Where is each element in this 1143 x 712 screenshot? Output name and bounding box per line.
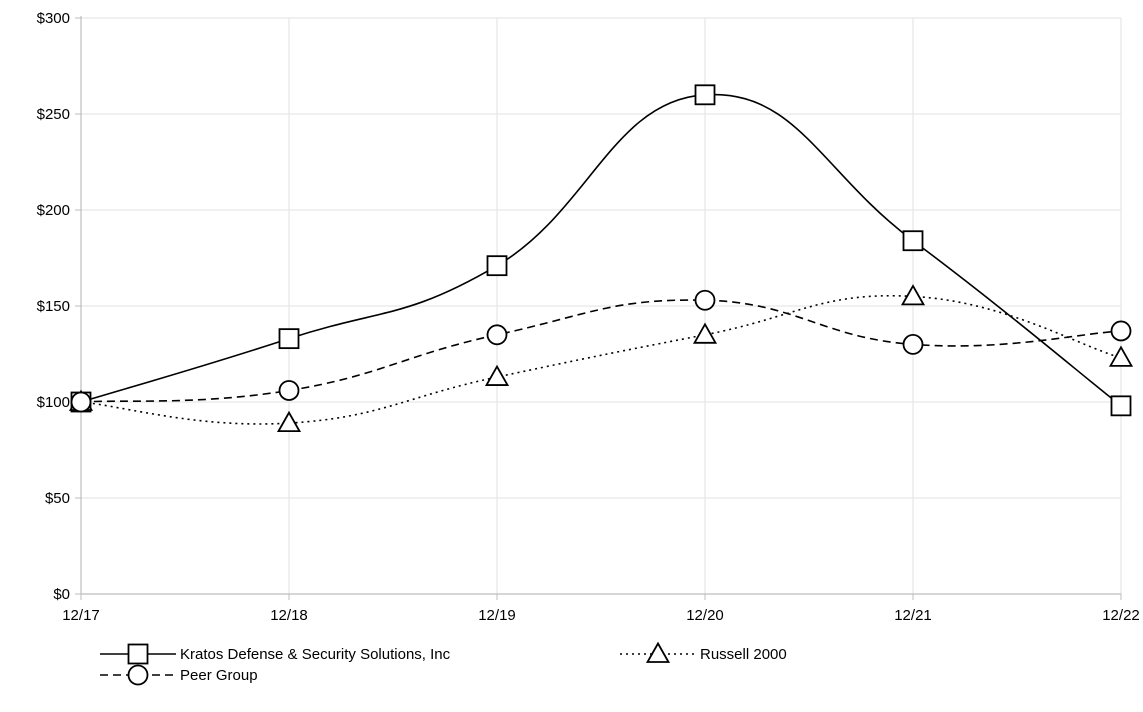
data-point-square bbox=[902, 230, 924, 252]
series-markers bbox=[68, 84, 1134, 433]
y-tick-label: $300 bbox=[37, 10, 70, 27]
legend: Kratos Defense & Security Solutions, Inc… bbox=[100, 641, 787, 686]
data-point-square bbox=[278, 328, 300, 350]
legend-marker-square-icon bbox=[127, 643, 149, 665]
x-tick-label: 12/18 bbox=[270, 607, 308, 624]
grid bbox=[81, 17, 1122, 594]
data-point-triangle bbox=[484, 364, 510, 386]
data-point-square bbox=[1110, 395, 1132, 417]
data-point-circle bbox=[486, 324, 508, 346]
legend-item: Peer Group bbox=[100, 664, 258, 686]
legend-label: Kratos Defense & Security Solutions, Inc bbox=[180, 646, 451, 663]
y-tick-label: $0 bbox=[53, 586, 70, 603]
x-tick-label: 12/19 bbox=[478, 607, 516, 624]
data-point-triangle bbox=[692, 322, 718, 344]
x-tick-label: 12/20 bbox=[686, 607, 724, 624]
data-point-square bbox=[694, 84, 716, 106]
legend-item: Kratos Defense & Security Solutions, Inc bbox=[100, 643, 451, 665]
x-tick-label: 12/21 bbox=[894, 607, 932, 624]
data-point-square bbox=[486, 255, 508, 277]
data-point-circle bbox=[70, 391, 92, 413]
data-point-triangle bbox=[276, 410, 302, 433]
data-point-circle bbox=[694, 289, 716, 311]
data-point-triangle bbox=[900, 284, 926, 306]
data-point-triangle bbox=[1108, 345, 1134, 367]
data-point-circle bbox=[1110, 320, 1132, 342]
series-line-square bbox=[80, 93, 1122, 407]
legend-marker-circle-icon bbox=[127, 664, 149, 686]
series-lines bbox=[80, 93, 1122, 425]
x-tick-label: 12/17 bbox=[62, 607, 100, 624]
y-tick-label: $50 bbox=[45, 490, 70, 507]
y-tick-label: $100 bbox=[37, 394, 70, 411]
legend-item: Russell 2000 bbox=[620, 641, 787, 663]
axes: $0 $50 $100 $150 $200 $250 $300 12/17 12/18 12/19… bbox=[37, 10, 1140, 624]
series-line-triangle bbox=[80, 294, 1122, 425]
x-tick-label: 12/22 bbox=[1102, 607, 1140, 624]
data-point-circle bbox=[902, 333, 924, 355]
legend-label: Peer Group bbox=[180, 667, 258, 684]
data-point-circle bbox=[278, 380, 300, 401]
legend-marker-triangle-icon bbox=[645, 641, 671, 663]
y-tick-label: $200 bbox=[37, 202, 70, 219]
y-tick-label: $150 bbox=[37, 298, 70, 315]
y-tick-label: $250 bbox=[37, 106, 70, 123]
series-line-circle bbox=[80, 299, 1122, 403]
legend-label: Russell 2000 bbox=[700, 646, 787, 663]
